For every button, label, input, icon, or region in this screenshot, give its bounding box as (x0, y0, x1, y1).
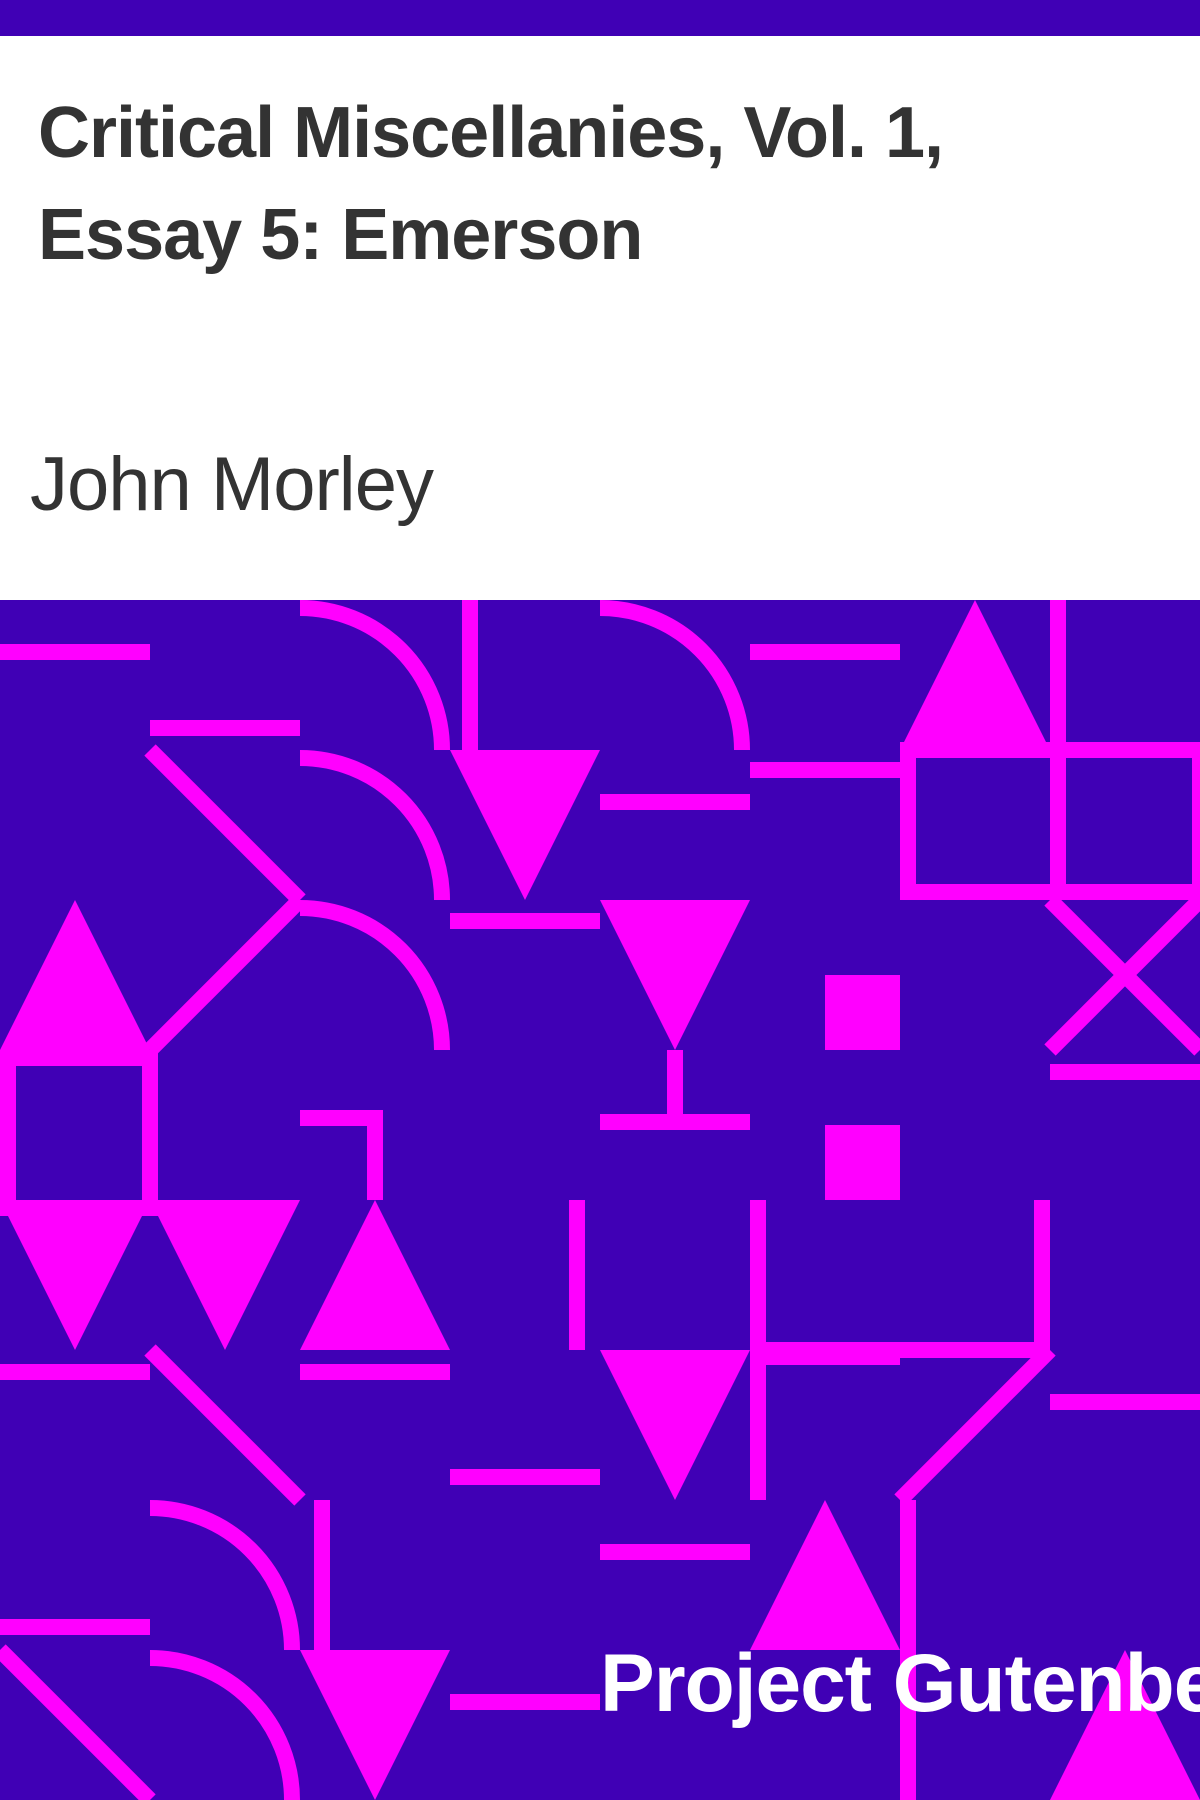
pattern-arc (149, 1650, 300, 1800)
pattern-cross-line (1044, 894, 1200, 1056)
book-title: Critical Miscellanies, Vol. 1, Essay 5: … (38, 93, 944, 275)
pattern-arc (299, 600, 450, 751)
pattern-triangle (600, 900, 750, 1050)
pattern-triangle (0, 1200, 150, 1350)
pattern-triangle (600, 1350, 750, 1500)
pattern-triangle (1050, 1650, 1200, 1800)
book-author: John Morley (30, 442, 434, 527)
pattern-diagonal-line (0, 1644, 156, 1800)
pattern-triangle (750, 1500, 900, 1650)
pattern-arc (149, 1500, 300, 1651)
pattern-arc (599, 600, 750, 751)
geometric-pattern (0, 600, 1200, 1800)
pattern-square (825, 1125, 900, 1200)
pattern-triangle (300, 1650, 450, 1800)
pattern-outline-square (0, 1050, 158, 1216)
pattern-triangle (0, 900, 150, 1050)
pattern-diagonal-line (144, 1344, 306, 1506)
pattern-corner-line (300, 1110, 383, 1200)
pattern-corner-line (758, 1200, 1050, 1358)
pattern-square (825, 975, 900, 1050)
pattern-diagonal-line (144, 744, 306, 906)
cover-pattern-area (0, 600, 1200, 1800)
pattern-triangle (150, 1200, 300, 1350)
pattern-triangle (900, 600, 1050, 750)
pattern-outline-square (1050, 742, 1200, 900)
pattern-arc (299, 750, 450, 901)
pattern-diagonal-line (144, 894, 306, 1056)
pattern-arc (299, 900, 450, 1051)
top-color-band (0, 0, 1200, 36)
pattern-triangle (450, 750, 600, 900)
publisher-name: Project Gutenberg (600, 1638, 1200, 1729)
pattern-diagonal-line (894, 1344, 1056, 1506)
pattern-triangle (300, 1200, 450, 1350)
pattern-outline-square (900, 742, 1066, 900)
